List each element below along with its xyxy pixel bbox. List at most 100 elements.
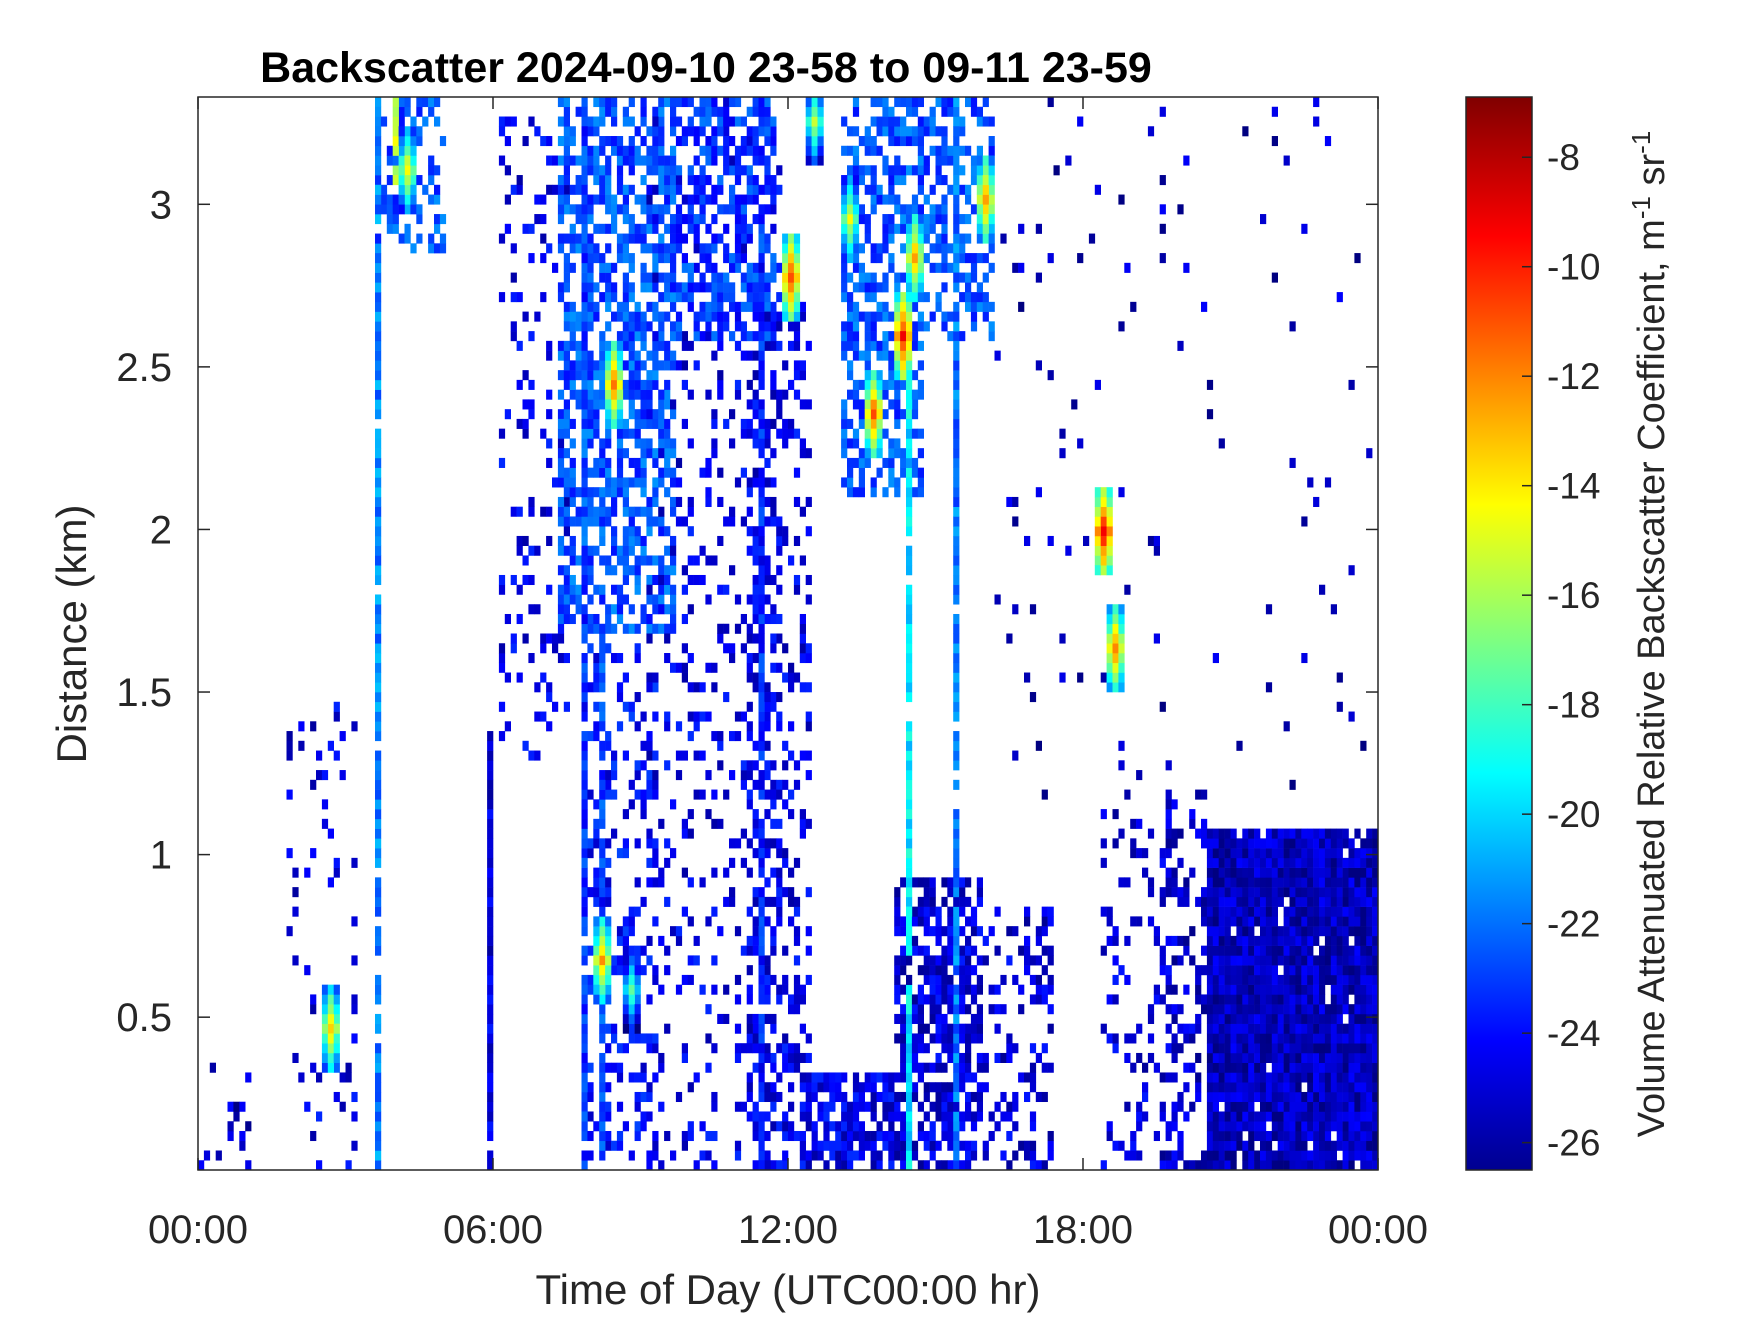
heatmap-cell [617, 234, 623, 244]
heatmap-cell [629, 799, 635, 809]
heatmap-cell [888, 107, 894, 117]
heatmap-cell [953, 1102, 959, 1112]
heatmap-cell [806, 1082, 812, 1092]
heatmap-cell [593, 195, 599, 205]
heatmap-cell [705, 146, 711, 156]
heatmap-cell [1000, 975, 1006, 985]
heatmap-cell [1242, 1092, 1248, 1102]
heatmap-cell [906, 1014, 912, 1024]
heatmap-cell [1113, 663, 1119, 673]
heatmap-cell [1278, 1131, 1284, 1141]
heatmap-cell [593, 1121, 599, 1131]
heatmap-cell [1366, 1063, 1372, 1073]
heatmap-cell [611, 477, 617, 487]
heatmap-cell [847, 185, 853, 195]
heatmap-cell [328, 985, 334, 995]
heatmap-cell [723, 516, 729, 526]
heatmap-cell [1248, 1024, 1254, 1034]
heatmap-cell [629, 907, 635, 917]
heatmap-cell [894, 380, 900, 390]
heatmap-cell [729, 643, 735, 653]
heatmap-cell [841, 331, 847, 341]
heatmap-cell [587, 624, 593, 634]
heatmap-cell [906, 516, 912, 526]
heatmap-cell [1236, 1043, 1242, 1053]
heatmap-cell [646, 1160, 652, 1170]
heatmap-cell [918, 175, 924, 185]
heatmap-cell [924, 1131, 930, 1141]
heatmap-cell [800, 1131, 806, 1141]
heatmap-cell [582, 458, 588, 468]
heatmap-cell [700, 682, 706, 692]
heatmap-cell [959, 975, 965, 985]
heatmap-cell [770, 380, 776, 390]
heatmap-cell [599, 390, 605, 400]
heatmap-cell [517, 341, 523, 351]
heatmap-cell [1207, 848, 1213, 858]
heatmap-cell [882, 126, 888, 136]
heatmap-cell [711, 292, 717, 302]
heatmap-cell [1219, 1024, 1225, 1034]
heatmap-cell [794, 760, 800, 770]
heatmap-cell [1301, 926, 1307, 936]
heatmap-cell [1295, 1082, 1301, 1092]
heatmap-cell [623, 282, 629, 292]
heatmap-cell [587, 214, 593, 224]
heatmap-cell [888, 1072, 894, 1082]
heatmap-cell [564, 468, 570, 478]
heatmap-cell [1024, 946, 1030, 956]
heatmap-cell [688, 204, 694, 214]
heatmap-cell [959, 955, 965, 965]
heatmap-cell [658, 136, 664, 146]
heatmap-cell [629, 399, 635, 409]
heatmap-cell [924, 292, 930, 302]
heatmap-cell [670, 97, 676, 107]
heatmap-cell [564, 341, 570, 351]
heatmap-cell [930, 263, 936, 273]
heatmap-cell [1254, 946, 1260, 956]
heatmap-cell [788, 234, 794, 244]
heatmap-cell [882, 409, 888, 419]
heatmap-cell [1225, 946, 1231, 956]
heatmap-cell [558, 195, 564, 205]
heatmap-cell [788, 429, 794, 439]
heatmap-cell [959, 1121, 965, 1131]
heatmap-cell [1118, 829, 1124, 839]
heatmap-cell [989, 302, 995, 312]
heatmap-cell [564, 282, 570, 292]
heatmap-cell [1231, 1160, 1237, 1170]
heatmap-cell [239, 1102, 245, 1112]
heatmap-cell [1166, 975, 1172, 985]
heatmap-cell [1343, 829, 1349, 839]
heatmap-cell [652, 712, 658, 722]
heatmap-cell [1354, 1063, 1360, 1073]
heatmap-cell [623, 1024, 629, 1034]
heatmap-cell [1101, 536, 1107, 546]
heatmap-cell [593, 926, 599, 936]
heatmap-cell [971, 156, 977, 166]
heatmap-cell [570, 536, 576, 546]
heatmap-cell [865, 292, 871, 302]
heatmap-cell [328, 1014, 334, 1024]
heatmap-cell [1278, 829, 1284, 839]
heatmap-cell [759, 497, 765, 507]
heatmap-cell [936, 936, 942, 946]
heatmap-cell [1254, 848, 1260, 858]
heatmap-cell [971, 165, 977, 175]
heatmap-cell [941, 877, 947, 887]
heatmap-cell [1290, 838, 1296, 848]
heatmap-cell [1036, 936, 1042, 946]
heatmap-cell [888, 458, 894, 468]
heatmap-cell [617, 429, 623, 439]
heatmap-cell [1166, 829, 1172, 839]
heatmap-cell [1337, 673, 1343, 683]
heatmap-cell [894, 224, 900, 234]
heatmap-cell [605, 741, 611, 751]
heatmap-cell [617, 594, 623, 604]
heatmap-cell [859, 214, 865, 224]
heatmap-cell [1248, 975, 1254, 985]
heatmap-cell [1254, 975, 1260, 985]
heatmap-cell [729, 282, 735, 292]
heatmap-cell [1319, 1053, 1325, 1063]
heatmap-cell [741, 204, 747, 214]
